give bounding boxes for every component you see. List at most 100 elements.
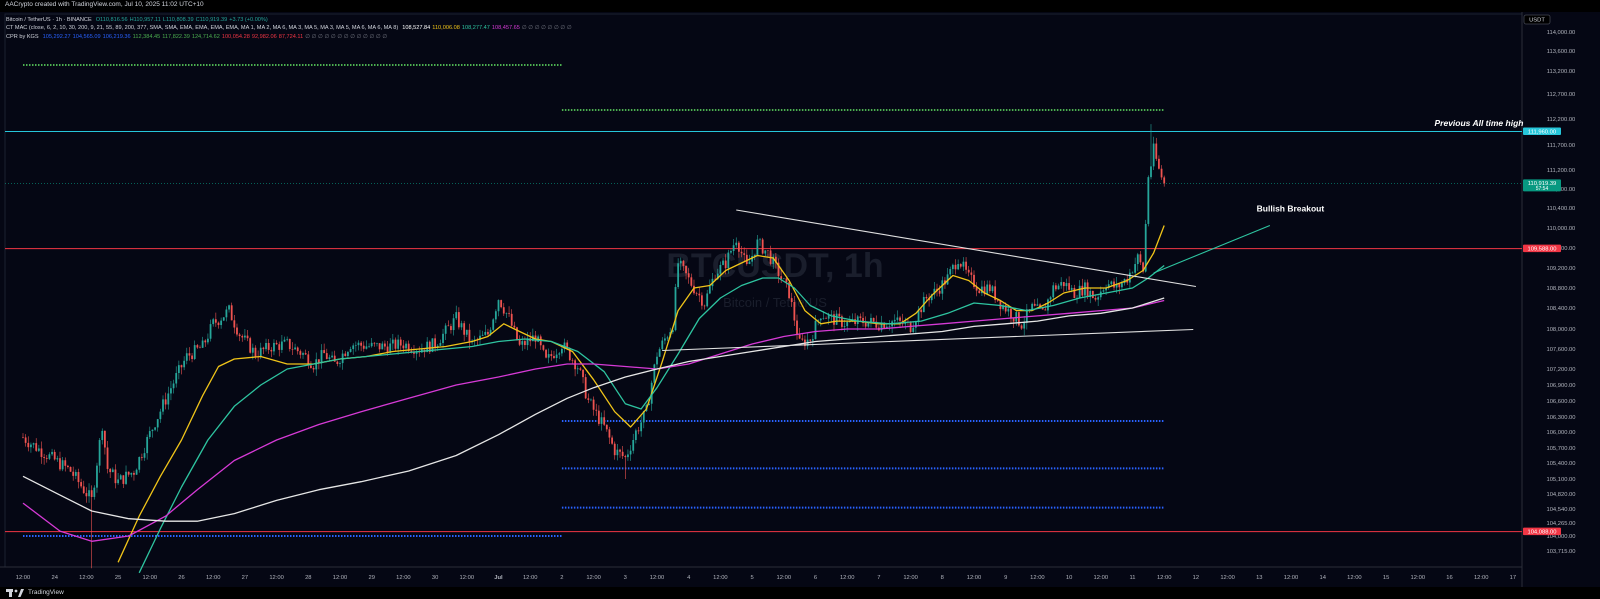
candle-body	[222, 317, 225, 321]
price-tick-label: 107,600.00	[1546, 347, 1575, 353]
candle-body	[938, 290, 941, 294]
candle-body	[1115, 283, 1118, 288]
price-tick-label: 113,200.00	[1547, 69, 1576, 75]
trendline-1[interactable]	[662, 328, 1194, 352]
header-bar: AACrypto created with TradingView.com, J…	[0, 0, 1600, 12]
candle-body	[1068, 283, 1070, 290]
candle-body	[864, 322, 867, 327]
candle-body	[217, 322, 220, 326]
candle-body	[465, 329, 468, 335]
candle-body	[193, 345, 196, 359]
candle-body	[914, 322, 917, 328]
candle-body	[452, 318, 455, 331]
price-tick-label: 110,400.00	[1547, 206, 1576, 212]
trendline-0[interactable]	[736, 209, 1196, 288]
candle-body	[1102, 290, 1105, 292]
candle-body	[608, 429, 611, 438]
candle-body	[183, 360, 186, 368]
candle-body	[917, 309, 920, 323]
candle-body	[310, 365, 312, 368]
candle-body	[59, 458, 61, 470]
price-tick-label: 108,000.00	[1546, 327, 1575, 333]
candle-body	[1150, 166, 1152, 178]
candle-body	[407, 343, 410, 351]
candle-body	[212, 319, 215, 325]
candle-body	[410, 350, 413, 352]
candle-body	[30, 444, 32, 448]
candle-body	[991, 286, 994, 292]
candle-body	[756, 239, 759, 255]
candle-body	[175, 373, 178, 384]
legend-row[interactable]: CT MAC (close, 6, 2, 10, 30, 200, 9, 21,…	[6, 24, 574, 32]
price-tick-label: 107,200.00	[1546, 367, 1575, 373]
candle-body	[357, 342, 360, 346]
time-tick-label: 12:00	[777, 575, 792, 581]
candle-body	[648, 403, 650, 406]
candle-body	[627, 454, 629, 458]
candle-body	[545, 349, 547, 358]
time-tick-label: 25	[115, 575, 121, 581]
trendline-2[interactable]	[1153, 224, 1271, 274]
candle-body	[880, 322, 883, 331]
time-tick-label: 7	[877, 575, 880, 581]
candle-body	[133, 472, 135, 475]
candle-body	[1060, 282, 1063, 286]
candle-body	[767, 250, 769, 251]
candle-body	[455, 312, 458, 319]
legend-value: 124,714.62	[191, 33, 220, 40]
candle-body	[634, 430, 637, 441]
candle-body	[1152, 143, 1155, 167]
candle-body	[996, 300, 999, 301]
legend-value: 108,527.84	[402, 25, 431, 32]
candle-body	[1142, 262, 1144, 272]
time-tick-label: 4	[687, 575, 691, 581]
candle-body	[965, 261, 967, 270]
price-tick-label: 104,820.00	[1546, 492, 1575, 498]
candle-body	[188, 353, 191, 356]
price-chart[interactable]: BTCUSDT, 1h Bitcoin / TetherUS Previous Al…	[0, 12, 1600, 587]
candle-body	[597, 410, 600, 424]
candle-body	[376, 343, 378, 344]
candle-body	[656, 356, 658, 365]
candle-body	[753, 254, 756, 257]
price-badge-2	[1523, 244, 1561, 253]
candle-body	[191, 355, 193, 359]
time-tick-label: 12:00	[269, 575, 284, 581]
candle-body	[434, 338, 436, 348]
candle-body	[859, 316, 862, 318]
candle-body	[975, 287, 978, 291]
legend-value: 108,277.47	[461, 25, 490, 32]
candle-body	[967, 269, 970, 273]
candle-body	[90, 490, 93, 497]
candle-body	[838, 313, 841, 317]
candle-body	[1057, 285, 1060, 290]
candle-body	[156, 419, 159, 428]
candle-body	[185, 353, 188, 361]
time-tick-label: 12:00	[143, 575, 158, 581]
time-tick-label: 12:00	[1157, 575, 1172, 581]
legend-row[interactable]: CPR by KGS 105,292.27 104,565.09 106,219.36…	[6, 33, 574, 41]
candle-body	[362, 345, 365, 349]
candle-body	[642, 411, 645, 423]
attribution-text: AACrypto created with TradingView.com, J…	[5, 1, 204, 8]
price-tick-label: 104,000.00	[1546, 534, 1575, 540]
time-tick-label: Jul	[494, 575, 503, 581]
legend-row[interactable]: Bitcoin / TetherUS · 1h · BINANCE O110,81…	[6, 16, 574, 24]
candle-body	[957, 264, 960, 270]
price-tick-label: 106,300.00	[1546, 415, 1575, 421]
price-tick-label: 105,400.00	[1546, 461, 1575, 467]
candle-body	[801, 338, 804, 340]
candle-body	[415, 351, 418, 354]
candle-body	[312, 367, 315, 370]
candle-body	[524, 341, 526, 346]
candle-body	[35, 443, 38, 451]
currency-badge[interactable]	[1523, 14, 1551, 25]
candle-body	[270, 349, 273, 352]
candle-body	[246, 335, 249, 339]
candle-body	[1131, 272, 1134, 274]
candle-body	[489, 329, 492, 335]
candle-body	[320, 350, 323, 364]
candle-body	[450, 326, 452, 331]
candle-body	[600, 417, 603, 424]
candle-body	[1118, 283, 1121, 288]
